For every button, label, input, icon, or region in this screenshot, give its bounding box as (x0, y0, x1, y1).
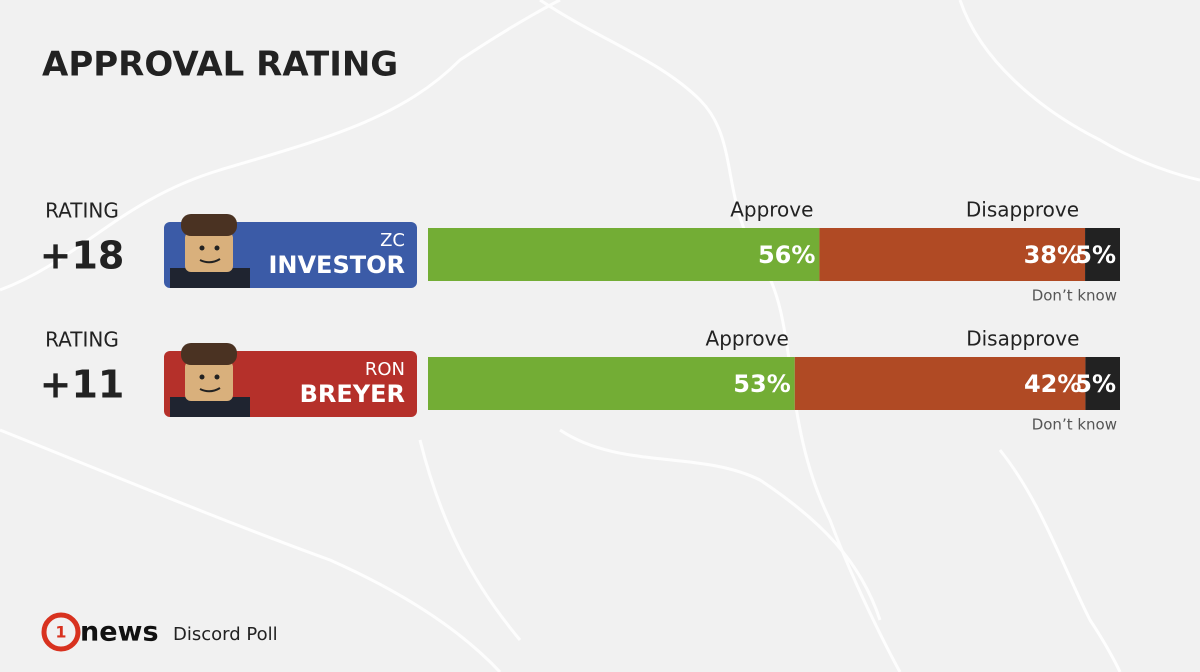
rating: +18 (40, 234, 125, 278)
segment-name: Disapprove (966, 327, 1079, 351)
avatar-eye (214, 374, 220, 380)
avatar-mouth (199, 258, 221, 264)
avatar-head (185, 361, 233, 401)
value-label: 38% (1024, 241, 1081, 269)
last-name: BREYER (300, 380, 405, 408)
bar-segment (428, 357, 795, 410)
first-name: RON (365, 359, 405, 380)
avatar-head (185, 232, 233, 272)
avatar-mouth (199, 387, 221, 393)
bar-segment (1085, 228, 1120, 281)
footer: 1 news Discord Poll (41, 612, 278, 652)
bar-segment (819, 228, 1086, 281)
logo-text: news (80, 617, 159, 648)
avatar-suit (170, 268, 250, 288)
value-label: 42% (1024, 370, 1081, 398)
source: Discord Poll (173, 624, 278, 645)
rating-label: RATING (45, 199, 119, 223)
segment-name: Approve (730, 198, 813, 222)
logo-ring (41, 612, 81, 652)
value-label: 5% (1075, 241, 1116, 269)
logo-digit: 1 (55, 623, 66, 642)
rating-label: RATING (45, 328, 119, 352)
value-label: 5% (1075, 370, 1116, 398)
avatar-suit (170, 397, 250, 417)
bar-segment (794, 357, 1086, 410)
avatar-eye (214, 245, 220, 251)
segment-name: Don’t know (1032, 287, 1117, 305)
rating: +11 (40, 363, 125, 407)
value-label: 56% (758, 241, 815, 269)
bar-segment (428, 228, 820, 281)
avatar-eye (199, 374, 205, 380)
avatar-eye (199, 245, 205, 251)
last-name: INVESTOR (268, 251, 405, 279)
first-name: ZC (380, 230, 405, 251)
chart-title: APPROVAL RATING (42, 45, 398, 85)
bar-segment (1085, 357, 1120, 410)
segment-name: Approve (706, 327, 789, 351)
value-label: 53% (733, 370, 790, 398)
segment-name: Disapprove (966, 198, 1079, 222)
avatar-hair (181, 343, 237, 365)
segment-name: Don’t know (1032, 416, 1117, 434)
avatar-hair (181, 214, 237, 236)
